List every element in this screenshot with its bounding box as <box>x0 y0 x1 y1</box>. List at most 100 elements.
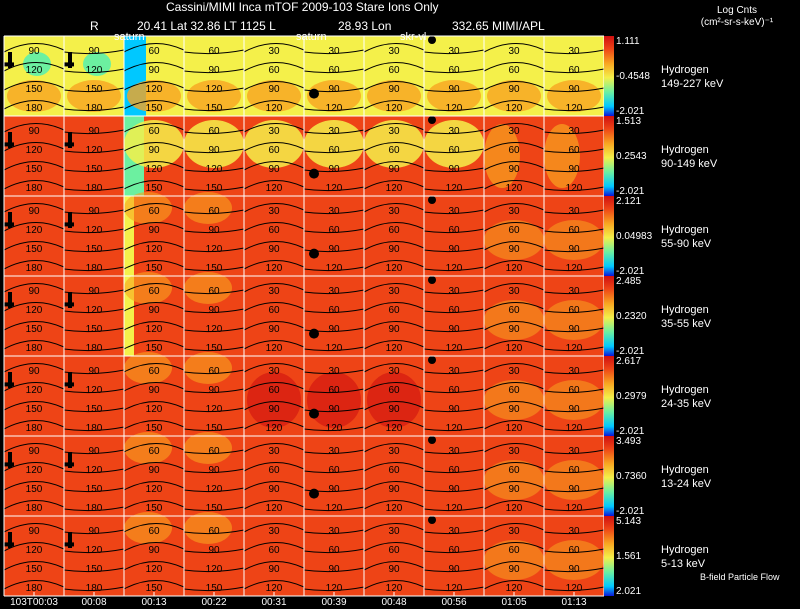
contour-label: 30 <box>568 126 580 137</box>
contour-line <box>123 301 185 312</box>
contour-line <box>243 419 305 430</box>
contour-label: 90 <box>148 545 160 556</box>
contour-label: 90 <box>448 164 460 175</box>
contour-line <box>243 179 305 190</box>
colorbar <box>604 516 614 596</box>
contour-label: 30 <box>508 286 520 297</box>
contour-label: 30 <box>268 206 280 217</box>
contour-line <box>483 320 545 331</box>
colorbar-value: -2.021 <box>616 266 645 277</box>
contour-label: 90 <box>568 484 580 495</box>
channel-species: Hydrogen <box>661 304 709 316</box>
contour-label: 120 <box>446 583 463 594</box>
flux-patch <box>367 80 421 112</box>
contour-label: 30 <box>268 46 280 57</box>
contour-label: 90 <box>208 465 220 476</box>
contour-label: 120 <box>206 484 223 495</box>
time-label: 00:56 <box>441 597 467 608</box>
contour-line <box>183 209 245 215</box>
contour-line <box>3 202 65 213</box>
colorbar-value: 2.485 <box>616 276 642 287</box>
contour-line <box>543 548 605 554</box>
contour-line <box>3 301 65 312</box>
colorbar <box>604 356 614 436</box>
contour-label: 90 <box>28 526 40 537</box>
contour-label: 60 <box>388 145 400 156</box>
contour-line <box>543 369 605 375</box>
flux-patch <box>427 80 481 112</box>
cross-marker <box>68 132 72 148</box>
contour-line <box>3 419 65 430</box>
contour-label: 120 <box>446 423 463 434</box>
contour-label: 90 <box>148 225 160 236</box>
channel-energy: 13-24 keV <box>661 478 712 490</box>
contour-line <box>123 240 185 251</box>
contour-line <box>3 122 65 133</box>
contour-label: 60 <box>508 305 520 316</box>
contour-label: 60 <box>328 65 340 76</box>
contour-line <box>243 541 305 552</box>
contour-label: 120 <box>206 164 223 175</box>
contour-label: 120 <box>326 503 343 514</box>
contour-label: 120 <box>446 103 463 114</box>
contour-label: 120 <box>326 183 343 194</box>
contour-line <box>123 122 185 133</box>
colorbar-value: 2.021 <box>616 586 642 597</box>
contour-label: 180 <box>86 583 103 594</box>
contour-label: 30 <box>268 366 280 377</box>
image-panel <box>304 436 364 516</box>
flux-patch <box>124 352 172 384</box>
contour-line <box>483 160 545 171</box>
contour-label: 120 <box>26 545 43 556</box>
contour-label: 30 <box>268 526 280 537</box>
flux-patch <box>124 512 172 544</box>
contour-line <box>183 68 245 74</box>
contour-label: 180 <box>86 263 103 274</box>
contour-label: 120 <box>146 324 163 335</box>
contour-line <box>483 541 545 552</box>
contour-line <box>243 301 305 312</box>
contour-line <box>183 247 245 253</box>
contour-label: 90 <box>208 65 220 76</box>
contour-line <box>363 480 425 491</box>
contour-line <box>3 400 65 411</box>
contour-line <box>483 179 545 190</box>
contour-label: 120 <box>566 343 583 354</box>
contour-label: 90 <box>388 404 400 415</box>
contour-label: 120 <box>506 183 523 194</box>
contour-label: 180 <box>26 183 43 194</box>
contour-line <box>303 567 365 573</box>
contour-line <box>543 506 605 512</box>
contour-label: 120 <box>26 225 43 236</box>
contour-label: 60 <box>148 46 160 57</box>
contour-line <box>303 129 365 135</box>
contour-label: 90 <box>268 244 280 255</box>
skr-marker <box>428 116 436 124</box>
contour-line <box>423 289 485 295</box>
plot-title: Cassini/MIMI Inca mTOF 2009-103 Stare Io… <box>166 0 439 14</box>
contour-label: 60 <box>208 366 220 377</box>
contour-line <box>363 579 425 590</box>
contour-line <box>63 468 125 474</box>
flux-patch <box>487 80 541 112</box>
contour-label: 150 <box>146 343 163 354</box>
image-panel <box>424 276 484 356</box>
contour-label: 30 <box>508 366 520 377</box>
contour-line <box>483 461 545 472</box>
channel-species: Hydrogen <box>661 64 709 76</box>
contour-line <box>183 289 245 295</box>
contour-label: 90 <box>568 564 580 575</box>
contour-line <box>303 468 365 474</box>
contour-label: 120 <box>266 183 283 194</box>
contour-line <box>3 320 65 331</box>
planet-marker <box>309 488 319 499</box>
contour-line <box>123 42 185 53</box>
image-panel <box>424 516 484 596</box>
channel-species: Hydrogen <box>661 544 709 556</box>
contour-label: 120 <box>146 244 163 255</box>
contour-line <box>3 179 65 190</box>
contour-line <box>423 167 485 173</box>
image-panel <box>424 356 484 436</box>
contour-line <box>543 289 605 295</box>
